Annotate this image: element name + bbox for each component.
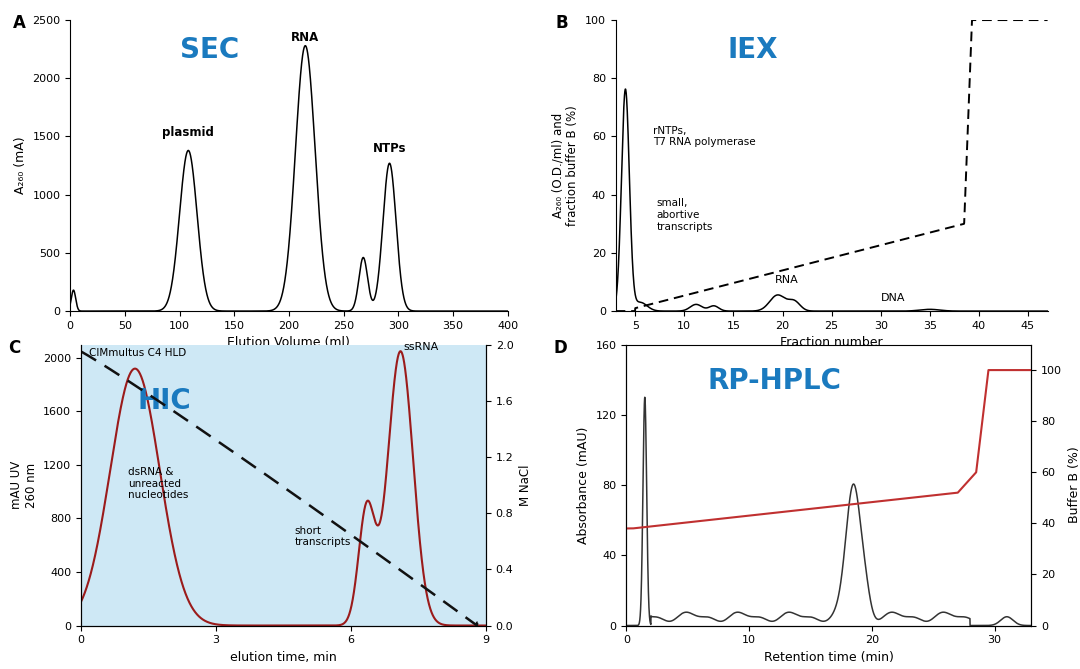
X-axis label: Retention time (min): Retention time (min) — [764, 651, 894, 664]
X-axis label: elution time, min: elution time, min — [230, 651, 337, 664]
Y-axis label: Buffer B (%): Buffer B (%) — [1068, 447, 1080, 523]
Text: D: D — [554, 339, 567, 357]
Y-axis label: Absorbance (mAU): Absorbance (mAU) — [577, 426, 590, 544]
Y-axis label: mAU UV
260 nm: mAU UV 260 nm — [10, 461, 38, 509]
X-axis label: Fraction number: Fraction number — [780, 337, 883, 349]
Text: CIMmultus C4 HLD: CIMmultus C4 HLD — [89, 348, 187, 358]
Text: dsRNA &
unreacted
nucleotides: dsRNA & unreacted nucleotides — [129, 467, 189, 500]
Text: DNA: DNA — [880, 293, 905, 303]
Text: C: C — [9, 339, 21, 357]
Y-axis label: A₂₆₀ (O.D./ml) and
fraction buffer B (%): A₂₆₀ (O.D./ml) and fraction buffer B (%) — [551, 105, 579, 226]
Text: A: A — [13, 14, 26, 32]
Text: HIC: HIC — [138, 387, 191, 415]
Text: rNTPs,
T7 RNA polymerase: rNTPs, T7 RNA polymerase — [653, 126, 756, 147]
Text: small,
abortive
transcripts: small, abortive transcripts — [657, 199, 713, 231]
Text: plasmid: plasmid — [162, 126, 214, 139]
Y-axis label: M NaCl: M NaCl — [519, 464, 532, 506]
X-axis label: Elution Volume (ml): Elution Volume (ml) — [228, 337, 350, 349]
Text: RNA: RNA — [774, 276, 798, 286]
Text: RP-HPLC: RP-HPLC — [707, 367, 841, 395]
Text: short
transcripts: short transcripts — [295, 526, 351, 547]
Text: NTPs: NTPs — [373, 142, 406, 155]
Y-axis label: A₂₆₀ (mA): A₂₆₀ (mA) — [14, 136, 27, 195]
Text: IEX: IEX — [728, 36, 779, 64]
Text: SEC: SEC — [179, 36, 239, 64]
Text: ssRNA: ssRNA — [403, 342, 438, 352]
Text: B: B — [555, 14, 568, 32]
Text: RNA: RNA — [292, 31, 320, 44]
